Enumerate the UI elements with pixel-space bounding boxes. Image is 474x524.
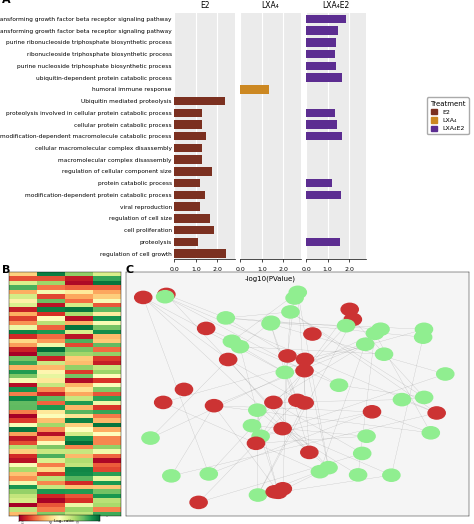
Circle shape <box>158 288 175 301</box>
Text: A: A <box>2 0 11 5</box>
Circle shape <box>356 338 374 351</box>
Circle shape <box>341 303 358 315</box>
Circle shape <box>219 353 237 366</box>
Bar <box>306 108 335 117</box>
Circle shape <box>311 466 328 478</box>
Circle shape <box>247 437 264 450</box>
Circle shape <box>416 391 433 403</box>
Bar <box>174 226 214 234</box>
Bar <box>174 97 225 105</box>
Bar <box>306 38 336 47</box>
Bar <box>174 179 200 188</box>
Circle shape <box>156 291 173 303</box>
Circle shape <box>231 341 248 353</box>
Bar <box>306 237 339 246</box>
Circle shape <box>217 312 235 324</box>
Circle shape <box>279 350 296 362</box>
Circle shape <box>337 320 355 332</box>
Text: -log10(PValue): -log10(PValue) <box>245 275 296 281</box>
Circle shape <box>263 316 280 329</box>
Circle shape <box>437 368 454 380</box>
Bar <box>174 121 202 129</box>
Bar <box>174 237 198 246</box>
Circle shape <box>296 397 313 409</box>
Bar <box>306 132 342 140</box>
Circle shape <box>205 400 223 412</box>
Circle shape <box>274 483 292 495</box>
Bar <box>174 191 205 199</box>
Circle shape <box>276 366 293 378</box>
Circle shape <box>262 318 279 330</box>
Bar <box>306 179 332 188</box>
Circle shape <box>375 348 392 361</box>
Circle shape <box>330 379 347 391</box>
Circle shape <box>320 462 337 474</box>
Circle shape <box>249 404 266 416</box>
Circle shape <box>198 322 215 334</box>
Circle shape <box>349 469 367 481</box>
Circle shape <box>428 407 445 419</box>
Circle shape <box>296 365 313 377</box>
Circle shape <box>304 328 321 340</box>
Circle shape <box>422 427 439 439</box>
Bar <box>174 214 210 223</box>
Circle shape <box>415 323 433 335</box>
Circle shape <box>200 468 218 480</box>
Bar <box>174 202 200 211</box>
Circle shape <box>289 394 306 407</box>
Text: B: B <box>2 265 11 275</box>
Circle shape <box>265 396 282 409</box>
Circle shape <box>135 291 152 303</box>
Circle shape <box>243 420 261 432</box>
Circle shape <box>266 486 283 498</box>
Bar <box>306 15 346 23</box>
Circle shape <box>155 396 172 409</box>
Circle shape <box>296 353 314 366</box>
Legend: E2, LXA₄, LXA₄E2: E2, LXA₄, LXA₄E2 <box>427 97 468 135</box>
Text: LXA₄E2: LXA₄E2 <box>323 2 350 10</box>
Bar <box>174 167 212 176</box>
Bar <box>306 62 336 70</box>
Circle shape <box>142 432 159 444</box>
Bar <box>174 249 226 258</box>
Bar <box>306 73 342 82</box>
Circle shape <box>354 447 371 460</box>
Circle shape <box>252 430 269 442</box>
Circle shape <box>249 489 266 501</box>
Bar <box>174 144 202 152</box>
Circle shape <box>415 331 432 343</box>
Text: Log₂ ratio: Log₂ ratio <box>54 519 74 523</box>
Circle shape <box>393 394 410 406</box>
Circle shape <box>223 335 240 347</box>
Circle shape <box>163 470 180 482</box>
Circle shape <box>190 496 207 508</box>
Circle shape <box>364 406 381 418</box>
Bar <box>306 191 341 199</box>
Circle shape <box>282 306 299 318</box>
Bar <box>306 50 335 58</box>
Circle shape <box>270 486 287 498</box>
Text: E2: E2 <box>200 2 210 10</box>
Circle shape <box>372 323 389 335</box>
Circle shape <box>383 469 400 482</box>
Circle shape <box>301 446 318 458</box>
Text: LXA₄: LXA₄ <box>262 2 279 10</box>
Circle shape <box>274 422 291 435</box>
Circle shape <box>289 286 306 299</box>
Bar <box>306 121 337 129</box>
Circle shape <box>358 430 375 442</box>
Bar <box>306 27 338 35</box>
Text: C: C <box>126 265 134 275</box>
Bar <box>240 85 269 94</box>
Bar <box>174 156 202 164</box>
Circle shape <box>344 313 362 325</box>
Circle shape <box>366 327 383 340</box>
Bar <box>174 132 206 140</box>
Circle shape <box>175 384 192 396</box>
Circle shape <box>286 292 303 304</box>
Bar <box>174 108 202 117</box>
